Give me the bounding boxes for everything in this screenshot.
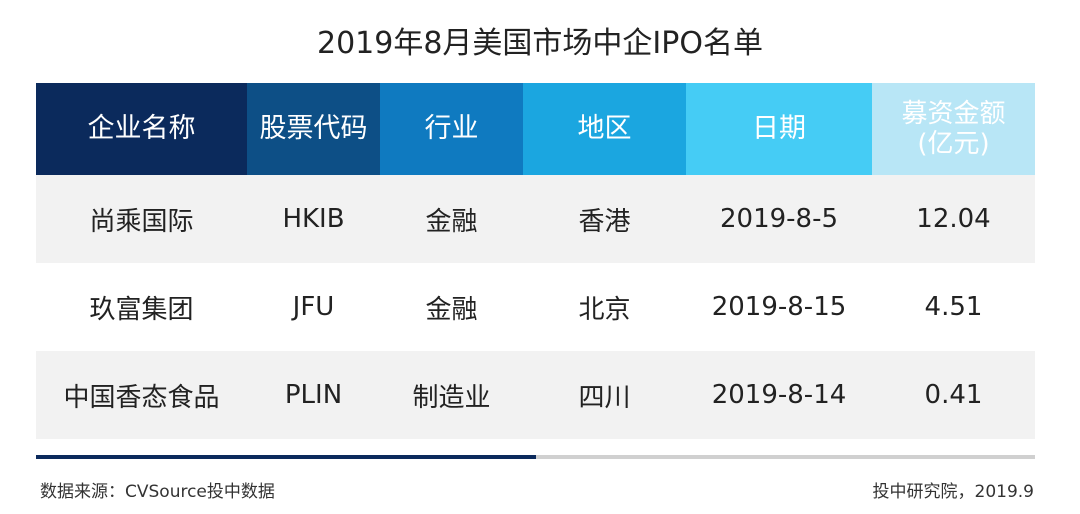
cell-date: 2019-8-15 bbox=[711, 292, 847, 322]
cell-stock-code: HKIB bbox=[282, 204, 345, 234]
table-header-row: 企业名称 股票代码 行业 地区 日期 募资金额 (亿元) bbox=[36, 83, 1035, 175]
divider-bar-dark bbox=[36, 455, 536, 459]
cell-region: 四川 bbox=[578, 382, 631, 413]
cell-company-name: 中国香态食品 bbox=[63, 382, 220, 413]
cell-date: 2019-8-14 bbox=[711, 380, 847, 410]
cell-stock-code: JFU bbox=[292, 292, 335, 322]
header-date: 日期 bbox=[686, 83, 872, 175]
data-source-note: 数据来源：CVSource投中数据 bbox=[40, 482, 275, 502]
page-title: 2019年8月美国市场中企IPO名单 bbox=[317, 26, 763, 61]
table-row: 尚乘国际 HKIB 金融 香港 2019-8-5 12.04 bbox=[36, 175, 1035, 263]
cell-amount: 0.41 bbox=[924, 380, 983, 410]
header-amount-line1: 募资金额 bbox=[901, 99, 1006, 129]
table-row: 中国香态食品 PLIN 制造业 四川 2019-8-14 0.41 bbox=[36, 351, 1035, 439]
cell-region: 北京 bbox=[578, 294, 631, 325]
table-row: 玖富集团 JFU 金融 北京 2019-8-15 4.51 bbox=[36, 263, 1035, 351]
header-region: 地区 bbox=[523, 83, 686, 175]
cell-amount: 12.04 bbox=[916, 204, 991, 234]
cell-industry: 制造业 bbox=[412, 382, 491, 413]
credit-note: 投中研究院，2019.9 bbox=[872, 482, 1034, 502]
cell-industry: 金融 bbox=[425, 206, 478, 237]
divider-bar-light bbox=[536, 455, 1035, 459]
cell-company-name: 玖富集团 bbox=[89, 294, 194, 325]
cell-date: 2019-8-5 bbox=[719, 204, 838, 234]
cell-region: 香港 bbox=[578, 206, 631, 237]
header-company-name: 企业名称 bbox=[36, 83, 247, 175]
header-amount: 募资金额 (亿元) bbox=[872, 83, 1035, 175]
cell-amount: 4.51 bbox=[924, 292, 983, 322]
ipo-table: 企业名称 股票代码 行业 地区 日期 募资金额 (亿元) 尚乘国际 HKIB 金… bbox=[36, 83, 1035, 439]
header-amount-line2: (亿元) bbox=[917, 129, 990, 159]
cell-stock-code: PLIN bbox=[284, 380, 343, 410]
cell-industry: 金融 bbox=[425, 294, 478, 325]
header-stock-code: 股票代码 bbox=[247, 83, 380, 175]
cell-company-name: 尚乘国际 bbox=[89, 206, 194, 237]
header-industry: 行业 bbox=[380, 83, 523, 175]
